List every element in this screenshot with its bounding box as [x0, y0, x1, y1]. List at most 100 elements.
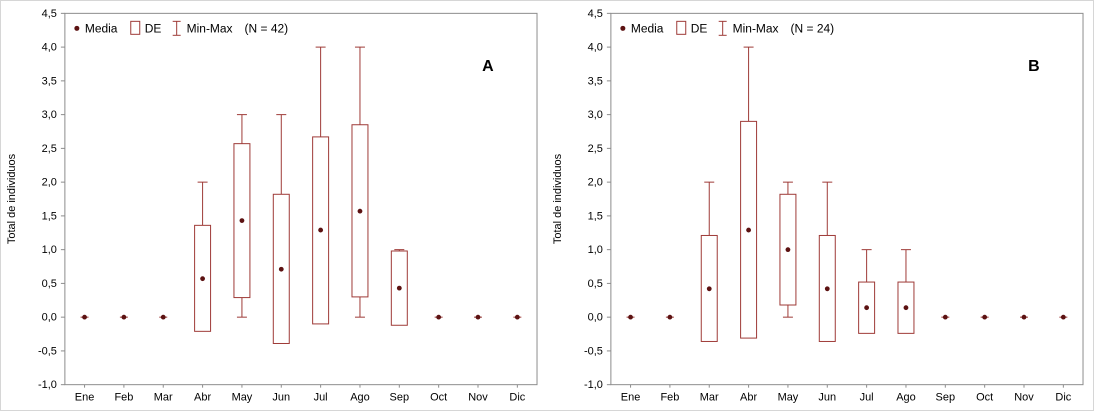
y-tick-label: 3,0: [42, 109, 57, 121]
sd-box: [233, 143, 251, 299]
legend-de-icon: [130, 20, 141, 35]
x-tick-label: Sep: [936, 392, 956, 404]
mean-dot: [200, 276, 205, 282]
y-tick-label: 0,5: [42, 278, 57, 290]
mean-dot: [903, 305, 909, 311]
mean-dot: [982, 314, 988, 320]
y-tick-label: 1,0: [42, 244, 57, 256]
y-axis-title: Total de individuos: [552, 153, 564, 244]
legend-de-icon: [676, 20, 687, 35]
mean-dot: [824, 286, 830, 292]
x-tick-label: Jul: [860, 392, 874, 404]
plot-frame: [64, 12, 538, 386]
x-tick-label: Jun: [272, 392, 290, 404]
y-tick-label: 0,5: [588, 278, 603, 290]
x-tick-label: Ago: [896, 392, 916, 404]
y-tick-label: 0,0: [42, 312, 57, 324]
x-tick-label: Dic: [1055, 392, 1071, 404]
mean-dot: [746, 227, 751, 233]
x-tick-label: Mar: [154, 392, 173, 404]
y-tick-label: 2,5: [42, 143, 57, 155]
y-tick-label: 3,0: [588, 109, 603, 121]
mean-dot: [396, 285, 402, 291]
y-tick-label: 4,5: [42, 8, 57, 20]
panel-letter: B: [1028, 58, 1040, 75]
mean-dot: [667, 314, 673, 320]
x-tick-label: Oct: [430, 392, 447, 404]
x-tick-label: Mar: [700, 392, 719, 404]
x-tick-label: Jul: [314, 392, 328, 404]
y-tick-label: -1,0: [38, 379, 57, 391]
y-tick-label: -1,0: [584, 379, 603, 391]
y-tick-label: 4,0: [588, 42, 603, 54]
mean-dot: [785, 247, 791, 253]
x-tick-label: Jun: [818, 392, 836, 404]
y-tick-label: 0,0: [588, 312, 603, 324]
x-tick-label: Ago: [350, 392, 370, 404]
legend-de-label: DE: [145, 21, 162, 35]
x-tick-label: Nov: [468, 392, 488, 404]
chart-panel-a: -1,0 -0,5 0,0 0,5 1,0 1,5 2,0 2,5 3,0 3,5 4,0 4,5 En…: [6, 8, 538, 404]
mean-dot: [475, 314, 481, 320]
legend-minmax-label: Min-Max: [733, 21, 779, 35]
legend-n-label: (N = 42): [245, 21, 289, 35]
legend-mean-icon: [74, 25, 80, 31]
sd-box: [897, 281, 915, 334]
y-tick-label: 1,5: [42, 210, 57, 222]
mean-dot: [436, 314, 442, 320]
mean-dot: [1060, 314, 1066, 320]
x-tick-label: Oct: [976, 392, 993, 404]
mean-dot: [239, 218, 245, 224]
x-tick-label: Ene: [621, 392, 641, 404]
sd-box: [700, 234, 718, 342]
x-tick-label: May: [232, 392, 253, 404]
x-tick-label: Nov: [1014, 392, 1034, 404]
x-tick-label: Dic: [509, 392, 525, 404]
mean-dot: [942, 314, 948, 320]
sd-box: [272, 193, 290, 344]
mean-dot: [706, 286, 712, 292]
x-tick-label: May: [778, 392, 799, 404]
y-tick-label: -0,5: [584, 345, 603, 357]
y-axis-title: Total de individuos: [6, 153, 18, 244]
x-tick-label: Abr: [740, 392, 757, 404]
y-tick-label: 1,0: [588, 244, 603, 256]
mean-dot: [82, 314, 87, 320]
legend-n-label: (N = 24): [791, 21, 835, 35]
legend-media-label: Media: [631, 21, 664, 35]
x-tick-label: Feb: [660, 392, 679, 404]
mean-dot: [864, 305, 870, 311]
panel-letter: A: [482, 58, 494, 75]
sd-box: [194, 224, 212, 332]
sd-box: [390, 250, 408, 326]
chart-panel-b: -1,0 -0,5 0,0 0,5 1,0 1,5 2,0 2,5 3,0 3,5 4,0 4,5 En…: [552, 8, 1084, 404]
mean-dot: [160, 314, 166, 320]
mean-dot: [318, 227, 324, 233]
legend-minmax-label: Min-Max: [187, 21, 233, 35]
plot-frame: [610, 12, 1084, 386]
legend-de-label: DE: [691, 21, 708, 35]
y-tick-label: 4,0: [42, 42, 57, 54]
y-tick-label: 2,0: [42, 177, 57, 189]
sd-box: [740, 120, 758, 339]
sd-box: [818, 234, 836, 342]
y-tick-label: 3,5: [42, 75, 57, 87]
y-tick-label: -0,5: [38, 345, 57, 357]
y-tick-label: 2,5: [588, 143, 603, 155]
x-tick-label: Abr: [194, 392, 211, 404]
y-tick-label: 1,5: [588, 210, 603, 222]
legend-media-label: Media: [85, 21, 118, 35]
mean-dot: [1021, 314, 1027, 320]
x-tick-label: Sep: [390, 392, 410, 404]
mean-dot: [278, 266, 284, 272]
mean-dot: [514, 314, 520, 320]
x-tick-label: Ene: [75, 392, 95, 404]
y-tick-label: 3,5: [588, 75, 603, 87]
sd-box: [351, 124, 369, 298]
sd-box: [779, 193, 797, 306]
legend-mean-icon: [620, 25, 626, 31]
mean-dot: [121, 314, 127, 320]
sd-box: [858, 281, 876, 334]
y-tick-label: 2,0: [588, 177, 603, 189]
